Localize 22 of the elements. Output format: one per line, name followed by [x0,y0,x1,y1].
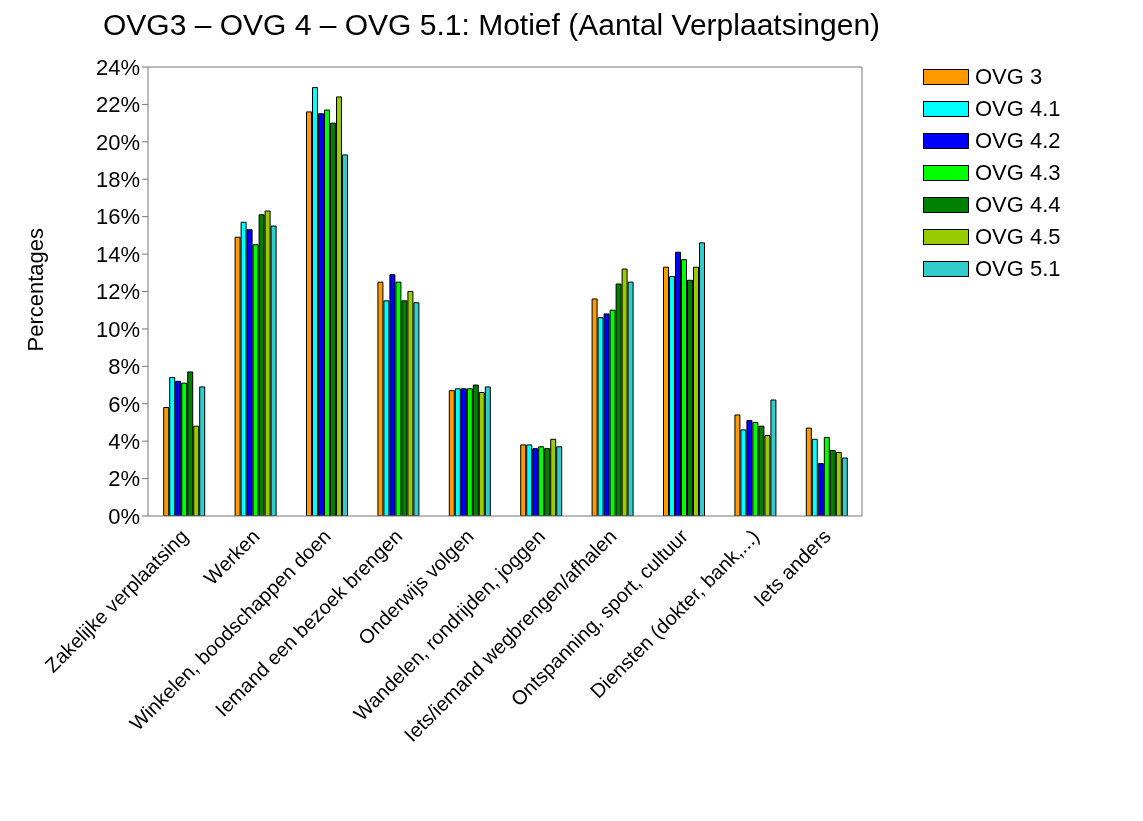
y-tick-label: 6% [108,391,140,417]
legend-label: OVG 5.1 [975,256,1061,282]
y-tick-label: 20% [95,129,140,155]
y-tick-label: 16% [95,204,140,230]
legend-label: OVG 4.4 [975,192,1061,218]
legend-label: OVG 4.1 [975,96,1061,122]
legend-label: OVG 4.5 [975,224,1061,250]
y-tick-label: 14% [95,241,140,267]
y-tick-label: 24% [95,54,140,80]
legend-label: OVG 4.3 [975,160,1061,186]
y-axis-title: Percentages [22,227,48,352]
chart-title: OVG3 – OVG 4 – OVG 5.1: Motief (Aantal Verplaatsingen) [102,8,882,43]
y-tick-label: 0% [108,503,140,529]
y-tick-label: 4% [108,428,140,454]
y-tick-label: 8% [108,354,140,380]
legend-label: OVG 4.2 [975,128,1061,154]
y-tick-label: 18% [95,167,140,193]
y-tick-label: 2% [108,466,140,492]
y-tick-label: 10% [95,316,140,342]
y-tick-label: 22% [95,92,140,118]
legend-label: OVG 3 [975,64,1043,90]
y-tick-label: 12% [95,279,140,305]
